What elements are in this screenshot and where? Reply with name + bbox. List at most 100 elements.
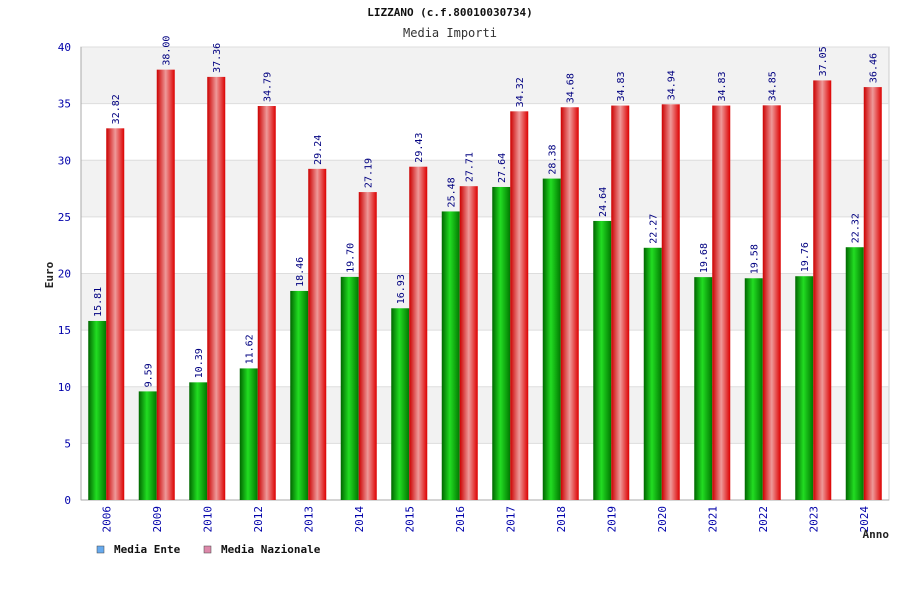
bar-media-nazionale xyxy=(308,168,327,500)
legend-label-media-nazionale: Media Nazionale xyxy=(221,543,321,556)
bar-media-ente xyxy=(744,278,763,500)
chart-subtitle: Media Importi xyxy=(403,26,497,40)
x-axis-label: Anno xyxy=(863,528,890,541)
bar-media-ente xyxy=(795,276,814,500)
y-tick-label: 20 xyxy=(58,268,71,281)
bar-media-ente xyxy=(290,290,309,500)
legend-swatch-media-ente xyxy=(96,545,105,554)
bar-media-nazionale xyxy=(409,166,428,500)
data-label: 37.05 xyxy=(818,46,829,76)
bar-media-ente xyxy=(391,308,410,500)
x-tick-label: 2022 xyxy=(757,506,770,533)
bar-media-ente xyxy=(694,277,713,500)
x-tick-label: 2006 xyxy=(100,506,113,533)
y-tick-label: 40 xyxy=(58,41,71,54)
data-label: 27.71 xyxy=(465,152,476,182)
data-label: 27.64 xyxy=(497,153,508,183)
legend-swatch-media-nazionale xyxy=(203,545,212,554)
data-label: 10.39 xyxy=(194,348,205,378)
data-label: 25.48 xyxy=(447,177,458,207)
data-label: 32.82 xyxy=(111,94,122,124)
x-tick-label: 2009 xyxy=(151,506,164,533)
data-label: 34.79 xyxy=(263,72,274,102)
data-label: 37.36 xyxy=(212,43,223,73)
data-label: 34.68 xyxy=(566,73,577,103)
data-label: 34.32 xyxy=(515,77,526,107)
y-tick-label: 30 xyxy=(58,154,71,167)
bar-media-nazionale xyxy=(712,105,731,501)
data-label: 22.32 xyxy=(851,213,862,243)
data-label: 29.24 xyxy=(313,135,324,165)
x-tick-label: 2014 xyxy=(353,506,366,533)
bar-media-ente xyxy=(340,276,359,500)
x-tick-label: 2012 xyxy=(252,506,265,533)
x-tick-label: 2013 xyxy=(302,506,315,533)
bar-media-nazionale xyxy=(611,105,630,501)
data-label: 24.64 xyxy=(598,187,609,217)
data-label: 9.59 xyxy=(144,363,155,387)
data-label: 19.70 xyxy=(346,243,357,273)
y-axis-ticks: 0 5 10 15 20 25 30 35 40 xyxy=(58,41,71,507)
y-tick-label: 25 xyxy=(58,211,71,224)
data-label: 22.27 xyxy=(649,214,660,244)
bar-media-ente xyxy=(593,220,612,500)
data-labels: 15.81 32.82 9.59 38.00 10.39 37.36 11.62 34.79 1… xyxy=(93,36,880,388)
bar-media-nazionale xyxy=(257,106,276,501)
data-label: 34.83 xyxy=(717,71,728,101)
data-label: 15.81 xyxy=(93,287,104,317)
bar-media-nazionale xyxy=(863,87,882,500)
y-tick-label: 0 xyxy=(64,494,71,507)
chart-title: LIZZANO (c.f.80010030734) xyxy=(367,6,533,19)
x-tick-label: 2015 xyxy=(403,506,416,533)
x-tick-label: 2023 xyxy=(807,506,820,533)
bars xyxy=(88,69,882,501)
bar-media-ente xyxy=(239,368,258,500)
y-tick-label: 15 xyxy=(58,324,71,337)
data-label: 19.58 xyxy=(750,244,761,274)
bar-media-nazionale xyxy=(762,105,781,500)
x-tick-label: 2024 xyxy=(858,506,871,533)
bar-media-nazionale xyxy=(156,69,175,501)
bar-media-ente xyxy=(542,178,561,500)
bar-media-ente xyxy=(643,247,662,500)
legend-label-media-ente: Media Ente xyxy=(114,543,181,556)
x-tick-label: 2010 xyxy=(201,506,214,533)
bar-media-ente xyxy=(492,186,511,501)
bar-media-nazionale xyxy=(358,192,377,501)
data-label: 34.83 xyxy=(616,71,627,101)
data-label: 34.94 xyxy=(667,70,678,100)
x-tick-label: 2018 xyxy=(555,506,568,533)
x-axis-ticks: 2006 2009 2010 2012 2013 2014 2015 2016 2017 2018… xyxy=(100,506,871,533)
bar-media-ente xyxy=(138,391,157,500)
x-tick-label: 2019 xyxy=(605,506,618,533)
x-tick-label: 2020 xyxy=(656,506,669,533)
data-label: 18.46 xyxy=(295,257,306,287)
y-axis-label: Euro xyxy=(43,261,56,288)
bar-media-nazionale xyxy=(813,80,832,500)
bar-media-nazionale xyxy=(661,104,680,500)
y-tick-label: 35 xyxy=(58,98,71,111)
data-label: 19.68 xyxy=(699,243,710,273)
y-tick-label: 10 xyxy=(58,381,71,394)
data-label: 36.46 xyxy=(869,53,880,83)
bar-media-nazionale xyxy=(106,128,125,500)
bar-media-ente xyxy=(88,320,107,500)
bar-media-nazionale xyxy=(207,76,226,500)
data-label: 27.19 xyxy=(364,158,375,188)
legend: Media Ente Media Nazionale xyxy=(96,543,321,556)
bar-media-ente xyxy=(845,247,864,500)
x-tick-label: 2021 xyxy=(706,506,719,533)
x-tick-label: 2016 xyxy=(454,506,467,533)
bar-media-ente xyxy=(441,211,460,500)
bar-media-nazionale xyxy=(510,111,529,501)
data-label: 29.43 xyxy=(414,133,425,163)
data-label: 34.85 xyxy=(768,71,779,101)
bar-media-nazionale xyxy=(560,107,579,501)
data-label: 28.38 xyxy=(548,144,559,174)
x-tick-label: 2017 xyxy=(504,506,517,533)
data-label: 16.93 xyxy=(396,274,407,304)
bar-media-ente xyxy=(189,382,208,500)
data-label: 11.62 xyxy=(245,334,256,364)
data-label: 38.00 xyxy=(162,36,173,66)
